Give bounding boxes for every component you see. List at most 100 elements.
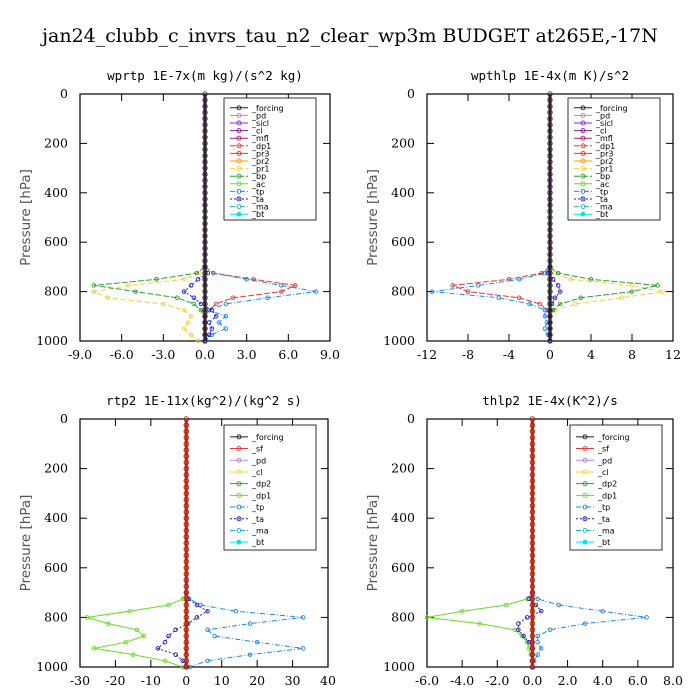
x-tick-label: 0 [182, 673, 190, 688]
x-tick-label: 10 [214, 673, 230, 688]
legend-label: _bt [597, 538, 610, 547]
zero-profile-point [547, 165, 553, 171]
x-tick-label: 30 [285, 673, 301, 688]
zero-profile-point [183, 527, 189, 534]
zero-profile-point [547, 177, 553, 184]
series-point-bp [558, 301, 563, 307]
series-point-tp [542, 314, 548, 319]
legend-marker-bp [236, 173, 242, 179]
series-point-tp [279, 283, 284, 288]
zero-profile-point [183, 434, 189, 441]
zero-profile-point [529, 627, 536, 633]
series-point-pr1 [197, 270, 202, 276]
zero-profile-point [183, 589, 189, 596]
zero-profile-point [547, 115, 553, 122]
series-point-tp [496, 295, 502, 301]
zero-profile-point [529, 583, 536, 590]
zero-profile-point [202, 276, 208, 282]
figure-title: jan24_clubb_c_invrs_tau_n2_clear_wp3m BU… [40, 25, 658, 47]
zero-profile-point [529, 478, 536, 484]
series-point-tp [547, 627, 553, 633]
legend: _forcing _sf _pd _cl _dp2 _dp1 _tp _ta _ma _bt [569, 424, 663, 551]
zero-profile-point [202, 295, 208, 301]
zero-profile-point [547, 202, 553, 208]
series-point-tp [254, 639, 260, 645]
x-tick-label: 6.0 [278, 347, 298, 362]
series-line-ta [156, 592, 209, 668]
y-tick-label: 400 [391, 510, 415, 525]
legend-label: _pr2 [595, 157, 613, 166]
legend-label: _sf [251, 445, 263, 454]
legend-marker-pd [236, 457, 242, 463]
legend-marker-mfl [236, 135, 242, 141]
zero-profile-point [529, 589, 536, 596]
series-point-dp1 [465, 289, 471, 294]
zero-profile-point [202, 159, 208, 165]
legend-marker-pr1 [580, 166, 586, 172]
legend-marker-ma [236, 204, 242, 210]
panel-1: wprtp 1E-7x(m kg)/(s^2 kg) Pressure [hPa]… [18, 68, 340, 362]
legend-label: _dp2 [251, 480, 271, 489]
legend-marker-cl_b [236, 469, 242, 475]
zero-profile-point [547, 128, 553, 134]
series-point-ta [206, 320, 212, 325]
series-point-ta [166, 633, 171, 639]
zero-profile-point [183, 441, 189, 447]
zero-profile-point [202, 97, 208, 103]
x-tick-label: 4.0 [593, 673, 613, 688]
series-point-dp1_b [123, 639, 129, 645]
panel-2: wpthlp 1E-4x(m K)/s^2 Pressure [hPa] -12 -8… [365, 68, 681, 362]
legend-marker-sf [236, 446, 242, 451]
series-line-pr1 [92, 266, 206, 342]
series-point-ta [209, 307, 215, 313]
zero-profile-point [529, 577, 536, 583]
zero-profile-point [183, 577, 189, 583]
series-line-dp1 [204, 266, 298, 341]
zero-profile-point [202, 140, 208, 147]
legend-marker-dp2 [582, 481, 588, 487]
zero-profile-point [547, 214, 553, 221]
legend-marker-pr1 [236, 166, 242, 172]
legend-label: _dp1 [597, 491, 617, 500]
series-point-pr1 [552, 270, 558, 276]
y-tick-label: 600 [391, 560, 415, 575]
series-point-tp [535, 633, 540, 639]
series-point-dp1 [539, 270, 545, 276]
series-point-ta [526, 639, 532, 645]
zero-profile-point [529, 503, 536, 509]
zero-profile-point [183, 627, 189, 633]
legend-label: _bt [595, 210, 608, 219]
series-point-ta [155, 646, 161, 651]
zero-profile-point [202, 214, 208, 221]
series-point-ta [194, 615, 200, 620]
zero-profile-point [183, 633, 189, 639]
series-point-ta [516, 621, 521, 626]
zero-profile-point [202, 332, 208, 338]
series-point-ta [516, 627, 521, 633]
series-point-dp1 [293, 283, 298, 288]
series-point-tp [265, 295, 270, 301]
zero-profile-point [202, 301, 208, 307]
x-tick-label: 40 [320, 673, 336, 688]
series-point-pr1 [181, 326, 187, 331]
zero-profile-point [183, 583, 189, 590]
series-point-bp [555, 270, 561, 276]
x-tick-label: 3.0 [237, 347, 257, 362]
zero-profile-point [547, 109, 553, 116]
legend-marker-forcing [582, 434, 588, 440]
legend-label: _ma [251, 526, 269, 535]
legend: _forcing_pd_sicl_cl_mfl_dp1_pr3_pr2_pr1_… [567, 97, 661, 221]
legend-label: _dp1 [251, 491, 271, 500]
legend: _forcing_pd_sicl_cl_mfl_dp1_pr3_pr2_pr1_… [223, 97, 317, 221]
legend-label: _ta [595, 195, 608, 204]
legend-marker-ma [580, 204, 586, 210]
zero-profile-point [202, 153, 208, 159]
zero-profile-point [529, 521, 536, 528]
y-tick-label: 200 [391, 461, 415, 476]
zero-profile-point [529, 453, 536, 459]
zero-profile-point [547, 276, 553, 282]
zero-profile-point [183, 509, 189, 515]
zero-profile-point [183, 620, 189, 627]
x-tick-label: 4 [587, 347, 595, 362]
zero-profile-point [547, 338, 553, 344]
